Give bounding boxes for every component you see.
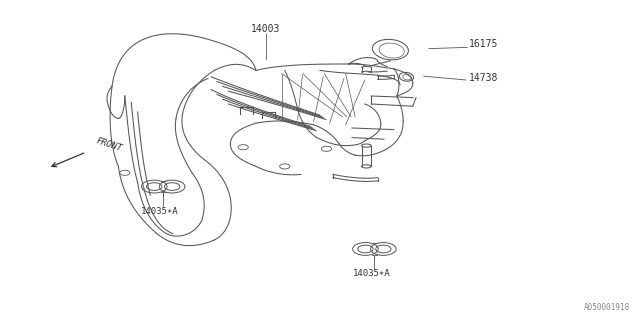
Text: 14035∗A: 14035∗A: [141, 207, 179, 216]
Text: A050001918: A050001918: [584, 303, 630, 312]
Text: FRONT: FRONT: [95, 136, 123, 153]
Text: 14035∗A: 14035∗A: [353, 269, 390, 278]
Text: 14003: 14003: [251, 24, 280, 34]
Text: 16175: 16175: [469, 39, 499, 49]
Text: 14738: 14738: [468, 73, 498, 83]
